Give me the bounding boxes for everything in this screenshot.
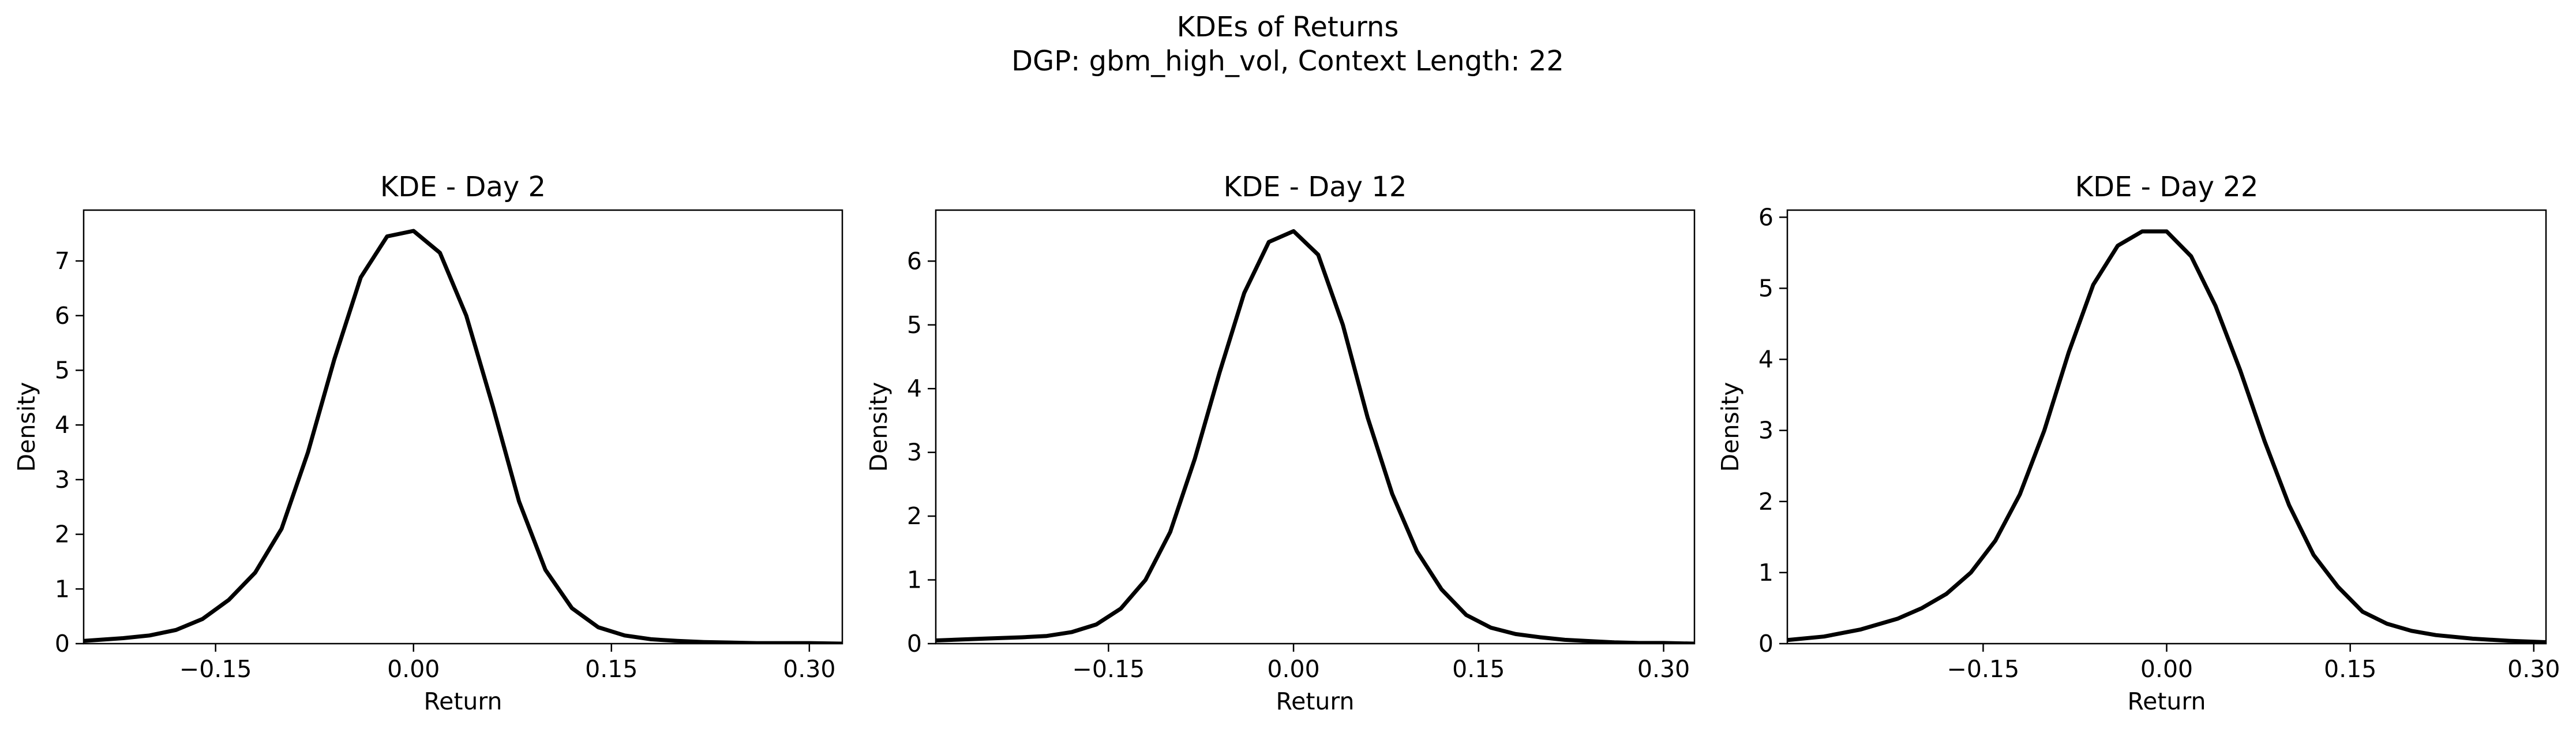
- y-tick-label: 1: [1758, 559, 1773, 586]
- x-tick-label: 0.15: [2324, 655, 2376, 683]
- kde-curve-line: [84, 229, 842, 644]
- y-tick-label: 2: [907, 502, 922, 530]
- x-tick-label: −0.15: [179, 655, 252, 683]
- kde-curve-line: [936, 229, 1694, 644]
- x-tick-label: 0.30: [783, 655, 835, 683]
- y-tick-label: 0: [55, 630, 70, 657]
- axes-frame: [83, 209, 843, 645]
- y-tick-label: 4: [55, 411, 70, 439]
- x-tick-label: 0.00: [387, 655, 440, 683]
- y-tick-label: 0: [1758, 630, 1773, 657]
- kde-panel-day-2: −0.15 0.00 0.15 0.30 0 1 2 3 4 5 6 7 KDE - Day 2 Retu…: [13, 171, 843, 715]
- kde-panel-day-22: −0.15 0.00 0.15 0.30 0 1 2 3 4 5 6 KDE - Day 22 Retu…: [1716, 171, 2560, 715]
- y-tick-label: 5: [55, 356, 70, 384]
- y-tick-label: 4: [1758, 346, 1773, 373]
- y-tick-label: 1: [55, 575, 70, 603]
- x-tick-label: −0.15: [1073, 655, 1145, 683]
- axes-frame: [935, 209, 1696, 645]
- x-tick-label: 0.15: [1452, 655, 1505, 683]
- y-tick-label: 6: [1758, 203, 1773, 231]
- figure-title-line2: DGP: gbm_high_vol, Context Length: 22: [1011, 45, 1564, 77]
- y-tick-label: 5: [1758, 274, 1773, 302]
- y-tick-label: 4: [907, 375, 922, 402]
- x-tick-label: 0.00: [1267, 655, 1319, 683]
- y-tick-label: 7: [55, 247, 70, 275]
- y-axis-label: Density: [1716, 382, 1744, 472]
- y-tick-label: 3: [907, 439, 922, 466]
- y-tick-label: 3: [1758, 417, 1773, 444]
- x-axis-label: Return: [1276, 688, 1354, 715]
- y-tick-label: 2: [1758, 488, 1773, 515]
- y-axis-label: Density: [13, 382, 40, 472]
- x-tick-label: 0.00: [2140, 655, 2193, 683]
- x-axis-label: Return: [2127, 688, 2206, 715]
- x-tick-label: −0.15: [1947, 655, 2020, 683]
- x-tick-label: 0.30: [2507, 655, 2560, 683]
- kde-curve-line: [1787, 229, 2546, 644]
- y-tick-label: 6: [907, 247, 922, 275]
- y-tick-label: 3: [55, 466, 70, 494]
- panel-title: KDE - Day 22: [2075, 171, 2259, 203]
- axes-frame: [1786, 209, 2547, 645]
- y-tick-label: 5: [907, 311, 922, 339]
- kde-panel-day-12: −0.15 0.00 0.15 0.30 0 1 2 3 4 5 6 KDE - Day 12 Retu…: [865, 171, 1696, 715]
- panel-title: KDE - Day 12: [1224, 171, 1407, 203]
- x-tick-label: 0.30: [1637, 655, 1690, 683]
- y-tick-label: 1: [907, 566, 922, 594]
- x-axis-label: Return: [423, 688, 502, 715]
- y-tick-label: 2: [55, 521, 70, 548]
- y-tick-label: 0: [907, 630, 922, 657]
- x-tick-label: 0.15: [585, 655, 638, 683]
- panel-title: KDE - Day 2: [380, 171, 546, 203]
- figure-title-line1: KDEs of Returns: [1177, 11, 1399, 43]
- y-tick-label: 6: [55, 302, 70, 330]
- y-axis-label: Density: [865, 382, 893, 472]
